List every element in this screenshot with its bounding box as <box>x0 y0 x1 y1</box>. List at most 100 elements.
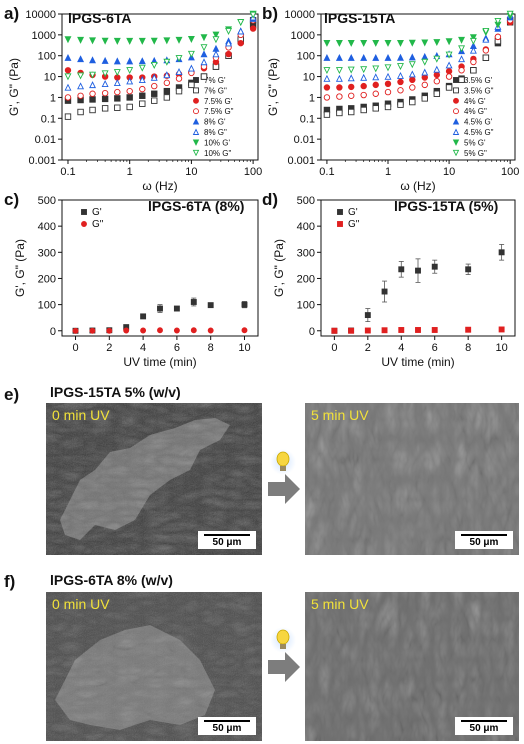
legend-label-d-0: G' <box>348 207 358 218</box>
data-point-b-6 <box>469 34 477 42</box>
data-point-b-1 <box>336 109 343 117</box>
data-point-b-6 <box>335 39 343 47</box>
data-point-a-3 <box>139 85 146 93</box>
data-point-a-1 <box>200 73 208 80</box>
data-point-c-0 <box>157 305 163 312</box>
data-point-b-3 <box>372 90 379 97</box>
data-point-b-1 <box>323 111 331 118</box>
data-point-a-1 <box>175 87 183 95</box>
data-point-a-1 <box>77 108 84 116</box>
legend-marker-a-5 <box>192 128 200 135</box>
data-point-a-6 <box>64 36 72 44</box>
legend-label-a-7: 10% G" <box>204 149 231 158</box>
data-point-b-5 <box>384 72 392 80</box>
y-tick-label-d-4: 400 <box>297 221 315 233</box>
legend-marker-a-1 <box>193 87 199 94</box>
legend-label-b-1: 3.5% G" <box>464 86 494 95</box>
y-tick-label-a-7: 10000 <box>25 9 56 21</box>
data-point-a-5 <box>175 68 183 75</box>
data-point-b-2 <box>384 80 392 88</box>
data-point-b-6 <box>458 36 466 44</box>
data-point-a-5 <box>187 64 195 72</box>
data-point-c-1 <box>72 327 79 334</box>
y-tick-label-b-7: 10000 <box>284 9 315 21</box>
data-point-a-3 <box>126 87 133 95</box>
sem-image-e-left <box>46 403 262 555</box>
legend-marker-b-4 <box>452 118 460 125</box>
legend-marker-b-7 <box>452 149 460 157</box>
data-point-b-7 <box>372 65 380 73</box>
data-point-b-5 <box>323 74 331 82</box>
plot-frame-c <box>61 199 259 337</box>
data-point-b-6 <box>433 39 441 47</box>
data-point-a-0 <box>163 87 171 95</box>
data-point-a-7 <box>200 44 208 52</box>
data-point-b-3 <box>348 92 355 99</box>
y-tick-label-c-3: 300 <box>38 247 56 259</box>
data-point-a-6 <box>187 35 195 43</box>
data-point-a-5 <box>113 79 121 87</box>
data-point-a-3 <box>151 82 158 90</box>
data-point-b-5 <box>347 74 355 82</box>
data-point-b-6 <box>360 39 368 47</box>
data-point-b-7 <box>445 51 453 59</box>
data-point-a-5 <box>64 83 72 91</box>
legend-label-d-1: G" <box>348 219 360 230</box>
data-point-b-1 <box>360 106 367 114</box>
legend-marker-a-2 <box>193 97 199 104</box>
data-point-d-0 <box>381 288 388 295</box>
data-point-c-1 <box>190 327 197 334</box>
data-point-b-3 <box>470 58 477 66</box>
y-tick-label-a-2: 0.1 <box>41 113 56 125</box>
x-axis-label-d: UV time (min) <box>381 355 454 369</box>
data-point-a-5 <box>150 73 158 81</box>
data-point-a-5 <box>138 76 146 84</box>
data-point-b-7 <box>396 63 404 71</box>
x-tick-label-a-3: 100 <box>244 166 262 178</box>
data-point-b-6 <box>421 39 429 47</box>
legend-label-b-0: 3.5% G' <box>464 76 493 85</box>
data-point-b-7 <box>494 18 502 25</box>
y-tick-label-b-1: 0.01 <box>294 134 315 146</box>
data-point-a-4 <box>89 56 97 64</box>
data-point-a-3 <box>101 89 109 97</box>
data-point-a-2 <box>249 25 257 32</box>
data-point-a-4 <box>113 57 121 65</box>
data-point-a-7 <box>212 36 220 44</box>
data-point-b-2 <box>372 81 379 89</box>
data-point-a-3 <box>89 90 96 97</box>
data-point-a-6 <box>200 34 208 42</box>
scale-label-e-right: 50 μm <box>469 537 499 548</box>
y-tick-label-b-6: 1000 <box>291 30 315 42</box>
data-point-a-4 <box>101 56 109 64</box>
legend-marker-c-0 <box>81 209 87 215</box>
data-point-a-5 <box>101 80 109 88</box>
legend-label-c-0: G' <box>92 207 102 218</box>
data-point-b-5 <box>396 71 404 79</box>
data-point-d-1 <box>498 326 505 333</box>
uv-bulb-icon-f <box>270 627 296 653</box>
data-point-b-3 <box>433 77 441 85</box>
data-point-b-5 <box>458 55 466 63</box>
data-point-a-3 <box>175 75 183 82</box>
data-point-a-4 <box>200 50 208 58</box>
data-point-b-5 <box>408 70 416 78</box>
chart-title-d: lPGS-15TA (5%) <box>394 198 499 214</box>
legend-marker-a-3 <box>193 108 199 115</box>
y-tick-label-b-3: 1 <box>309 92 315 104</box>
data-point-a-6 <box>163 37 171 45</box>
data-point-c-0 <box>241 301 248 308</box>
scale-bar-f-left: 50 μm <box>198 717 256 735</box>
data-point-b-6 <box>323 39 331 47</box>
panel-letter-d: d) <box>262 190 279 209</box>
y-tick-label-c-4: 400 <box>38 221 56 233</box>
scale-bar-e-left: 50 μm <box>198 531 256 549</box>
y-tick-label-d-2: 200 <box>297 273 315 285</box>
data-point-b-4 <box>323 53 331 61</box>
x-tick-label-d-2: 4 <box>398 342 404 354</box>
data-point-b-3 <box>336 93 343 100</box>
y-tick-label-a-1: 0.01 <box>35 134 56 146</box>
data-point-b-1 <box>409 98 416 106</box>
y-tick-label-a-5: 100 <box>38 51 56 63</box>
